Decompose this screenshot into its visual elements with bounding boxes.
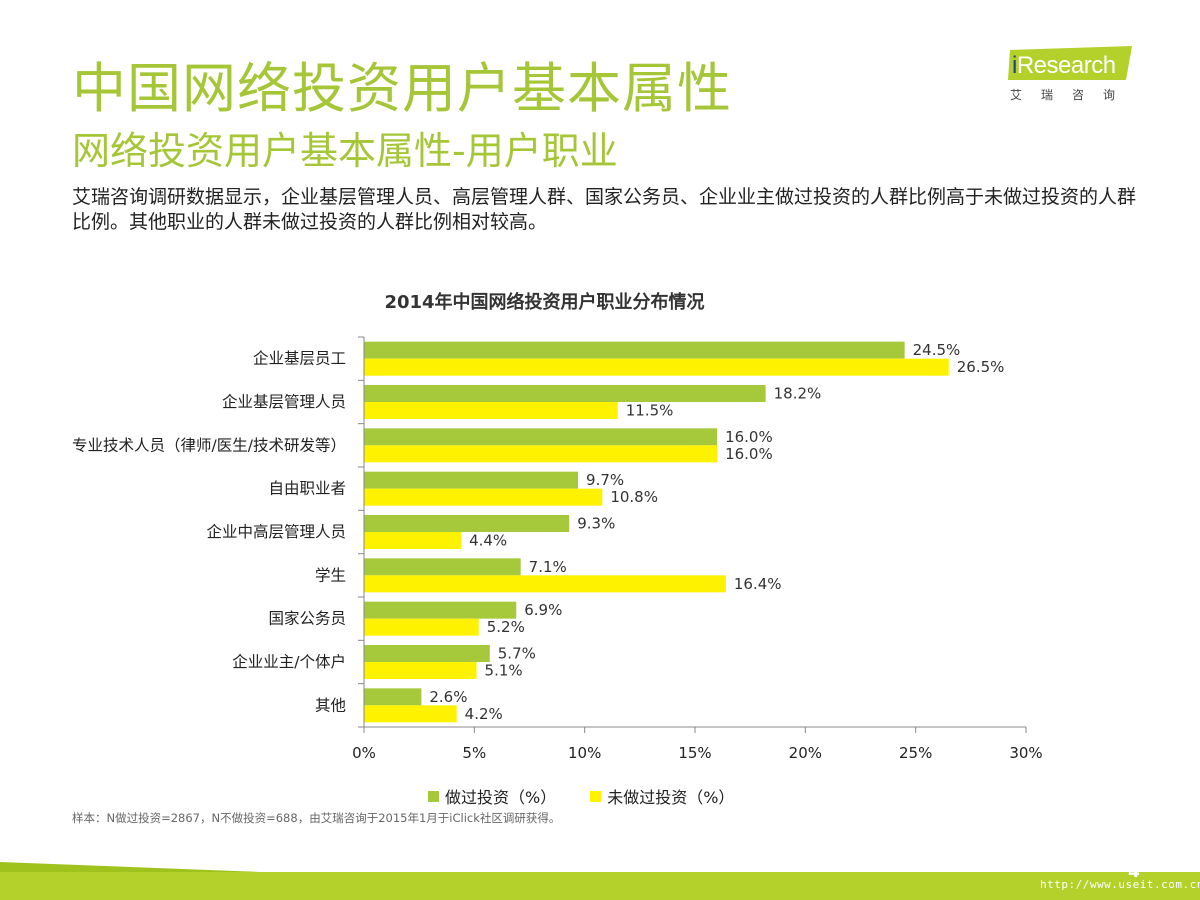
category-label: 专业技术人员（律师/医生/技术研发等） bbox=[72, 436, 346, 454]
value-label-invested: 16.0% bbox=[725, 428, 773, 446]
bar-invested bbox=[364, 341, 905, 359]
footer-accent bbox=[0, 862, 260, 872]
description-text: 艾瑞咨询调研数据显示，企业基层管理人员、高层管理人群、国家公务员、企业业主做过投… bbox=[72, 186, 1137, 233]
bar-invested bbox=[364, 385, 766, 402]
x-tick-label: 10% bbox=[568, 744, 601, 762]
logo-flag-icon bbox=[1008, 46, 1132, 80]
value-label-not-invested: 4.2% bbox=[465, 705, 503, 723]
bar-invested bbox=[364, 688, 422, 706]
x-tick-label: 30% bbox=[1009, 744, 1042, 762]
category-label: 企业业主/个体户 bbox=[232, 653, 346, 671]
bar-not-invested bbox=[364, 662, 477, 679]
bar-invested bbox=[364, 515, 570, 532]
value-label-invested: 9.3% bbox=[577, 515, 615, 533]
bar-not-invested bbox=[364, 488, 603, 506]
value-label-invested: 18.2% bbox=[774, 385, 822, 403]
bar-not-invested bbox=[364, 358, 949, 376]
bar-invested bbox=[364, 558, 521, 576]
bar-not-invested bbox=[364, 402, 618, 419]
category-label: 其他 bbox=[315, 696, 346, 714]
logo-wordmark-i: i bbox=[1012, 52, 1017, 79]
value-label-invested: 7.1% bbox=[529, 558, 567, 576]
bar-not-invested bbox=[364, 445, 718, 463]
bar-invested bbox=[364, 471, 579, 489]
value-label-invested: 2.6% bbox=[429, 688, 467, 706]
bar-invested bbox=[364, 601, 517, 619]
value-label-invested: 24.5% bbox=[913, 341, 961, 359]
axes-layer: 企业基层员工 24.5%26.5% 企业基层管理人员 18.2% 11.5% 专业技术人员… bbox=[72, 336, 1043, 762]
legend-label-invested: 做过投资（%） bbox=[445, 788, 557, 807]
bar-not-invested bbox=[364, 705, 457, 723]
chart-legend: 做过投资（%） 未做过投资（%） bbox=[428, 784, 734, 808]
bar-not-invested bbox=[364, 575, 726, 593]
logo-chinese: 艾瑞咨询 bbox=[1010, 88, 1135, 102]
sample-footnote: 样本：N做过投资=2867，N不做投资=688，由艾瑞咨询于2015年1月于iC… bbox=[72, 811, 561, 825]
legend-label-not-invested: 未做过投资（%） bbox=[607, 788, 735, 807]
watermark-url: http://www.useit.com.cn bbox=[1040, 878, 1200, 891]
value-label-not-invested: 26.5% bbox=[957, 358, 1005, 376]
x-tick-label: 0% bbox=[352, 744, 376, 762]
category-label: 自由职业者 bbox=[268, 480, 346, 498]
iresearch-logo: iResearch 艾瑞咨询 bbox=[1008, 44, 1138, 106]
category-label: 企业基层员工 bbox=[253, 350, 346, 368]
value-label-not-invested: 4.4% bbox=[469, 532, 507, 550]
x-tick-label: 20% bbox=[789, 744, 822, 762]
value-label-not-invested: 5.1% bbox=[485, 662, 523, 680]
x-tick-label: 15% bbox=[678, 744, 711, 762]
legend-item-invested: 做过投资（%） bbox=[428, 784, 556, 808]
value-label-not-invested: 16.4% bbox=[734, 575, 782, 593]
page-title: 中国网络投资用户基本属性 bbox=[72, 57, 732, 120]
bars-layer bbox=[364, 341, 949, 723]
bar-not-invested bbox=[364, 532, 462, 549]
value-label-not-invested: 16.0% bbox=[725, 445, 773, 463]
value-label-not-invested: 11.5% bbox=[626, 402, 674, 420]
logo-wordmark: iResearch bbox=[1012, 52, 1116, 80]
category-label: 学生 bbox=[315, 566, 346, 584]
legend-item-not-invested: 未做过投资（%） bbox=[590, 784, 734, 808]
value-label-invested: 5.7% bbox=[498, 645, 536, 663]
value-label-not-invested: 10.8% bbox=[610, 488, 658, 506]
value-label-invested: 6.9% bbox=[524, 601, 562, 619]
page-subtitle: 网络投资用户基本属性-用户职业 bbox=[72, 129, 618, 173]
legend-swatch-not-invested bbox=[590, 790, 602, 802]
bar-not-invested bbox=[364, 618, 479, 636]
bar-invested bbox=[364, 645, 490, 662]
bar-invested bbox=[364, 428, 718, 446]
chart-title: 2014年中国网络投资用户职业分布情况 bbox=[384, 292, 705, 313]
category-label: 企业基层管理人员 bbox=[222, 393, 346, 411]
value-label-not-invested: 5.2% bbox=[487, 618, 525, 636]
category-label: 企业中高层管理人员 bbox=[206, 523, 346, 541]
footer-band bbox=[0, 872, 1200, 900]
legend-swatch-invested bbox=[428, 790, 439, 802]
category-label: 国家公务员 bbox=[268, 610, 346, 628]
x-tick-label: 5% bbox=[462, 744, 486, 762]
value-label-invested: 9.7% bbox=[586, 471, 624, 489]
logo-wordmark-rest: Research bbox=[1016, 52, 1116, 79]
page-number: 4 bbox=[1128, 862, 1140, 882]
x-tick-label: 25% bbox=[899, 744, 932, 762]
